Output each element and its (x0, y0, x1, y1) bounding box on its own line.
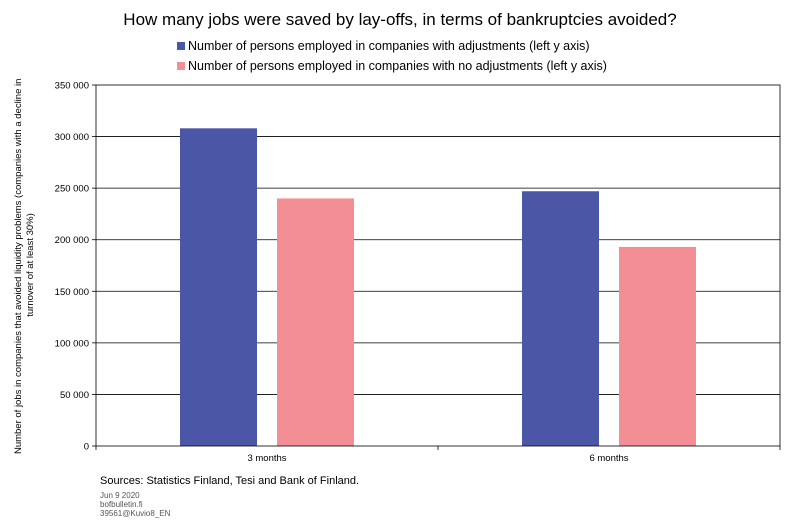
meta-code: 39561@Kuvio8_EN (100, 509, 171, 518)
x-tick-label: 6 months (589, 453, 628, 464)
y-tick-label: 100 000 (55, 338, 89, 349)
legend-label-series-1: Number of persons employed in companies … (188, 39, 590, 53)
y-tick-label: 150 000 (55, 287, 89, 298)
x-tick-label: 3 months (247, 453, 286, 464)
bar-series-2-2 (619, 246, 696, 446)
legend-swatch-series-2 (177, 62, 185, 70)
y-axis-label: Number of jobs in companies that avoided… (13, 76, 36, 454)
bar-series-2-1 (277, 198, 354, 446)
y-axis-label-line-2: turnover of at least 30%) (25, 213, 36, 317)
chart-title: How many jobs were saved by lay-offs, in… (123, 10, 676, 29)
bar-series-1-2 (522, 191, 599, 446)
y-tick-label: 50 000 (60, 390, 89, 401)
meta-site: bofbulletin.fi (100, 500, 143, 509)
y-tick-label: 350 000 (55, 81, 89, 92)
y-axis-label-line-1: Number of jobs in companies that avoided… (13, 79, 24, 454)
legend: Number of persons employed in companies … (177, 39, 607, 73)
y-axis-ticks: 0 50 000 100 000 150 000 200 000 250 000 300 0… (55, 81, 96, 453)
legend-label-series-2: Number of persons employed in companies … (188, 59, 607, 73)
source-note: Sources: Statistics Finland, Tesi and Ba… (100, 475, 359, 487)
meta-date: Jun 9 2020 (100, 491, 140, 500)
bar-series-1-1 (180, 128, 257, 446)
y-tick-label: 0 (84, 442, 89, 453)
y-tick-label: 200 000 (55, 235, 89, 246)
x-axis-ticks: 3 months 6 months (95, 446, 781, 464)
bars (180, 128, 696, 446)
y-tick-label: 300 000 (55, 132, 89, 143)
y-tick-label: 250 000 (55, 184, 89, 195)
legend-swatch-series-1 (177, 42, 185, 50)
